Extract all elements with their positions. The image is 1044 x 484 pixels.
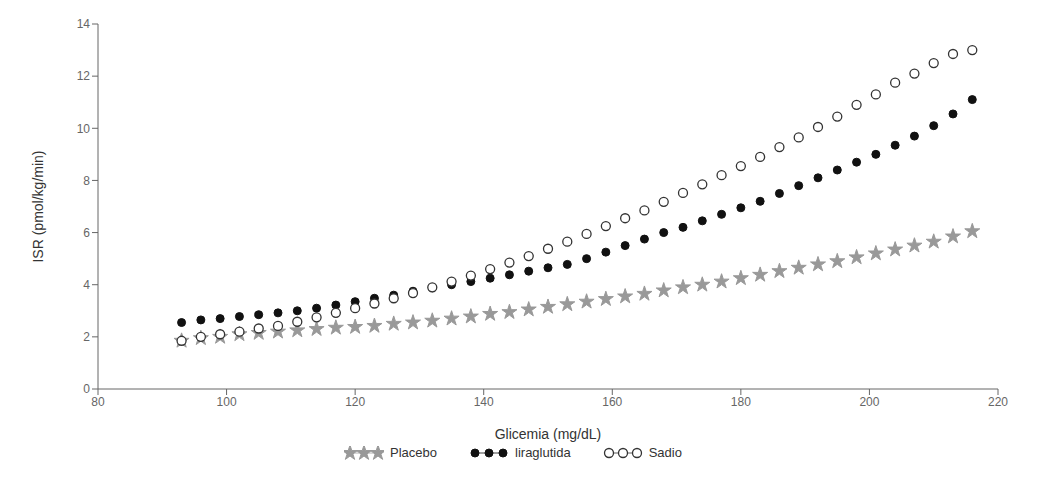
svg-text:8: 8 bbox=[83, 174, 90, 188]
svg-text:200: 200 bbox=[859, 395, 879, 409]
html-text:liraglutida: liraglutida bbox=[515, 445, 571, 460]
html-text:Placebo: Placebo bbox=[390, 445, 437, 460]
svg-text:140: 140 bbox=[474, 395, 494, 409]
svg-text:4: 4 bbox=[83, 278, 90, 292]
svg-text:220: 220 bbox=[988, 395, 1008, 409]
svg-text:12: 12 bbox=[77, 69, 91, 83]
svg-text:6: 6 bbox=[83, 226, 90, 240]
svg-text:160: 160 bbox=[602, 395, 622, 409]
svg-text:0: 0 bbox=[83, 382, 90, 396]
svg-text:180: 180 bbox=[731, 395, 751, 409]
svg-text:80: 80 bbox=[91, 395, 105, 409]
svg-text:Glicemia (mg/dL): Glicemia (mg/dL) bbox=[495, 426, 602, 442]
html-text:Sadio: Sadio bbox=[648, 445, 682, 460]
svg-text:10: 10 bbox=[77, 122, 91, 136]
svg-text:100: 100 bbox=[217, 395, 237, 409]
svg-text:ISR (pmol/kg/min): ISR (pmol/kg/min) bbox=[30, 150, 46, 262]
svg-text:120: 120 bbox=[345, 395, 365, 409]
svg-text:14: 14 bbox=[77, 17, 91, 31]
svg-text:2: 2 bbox=[83, 330, 90, 344]
